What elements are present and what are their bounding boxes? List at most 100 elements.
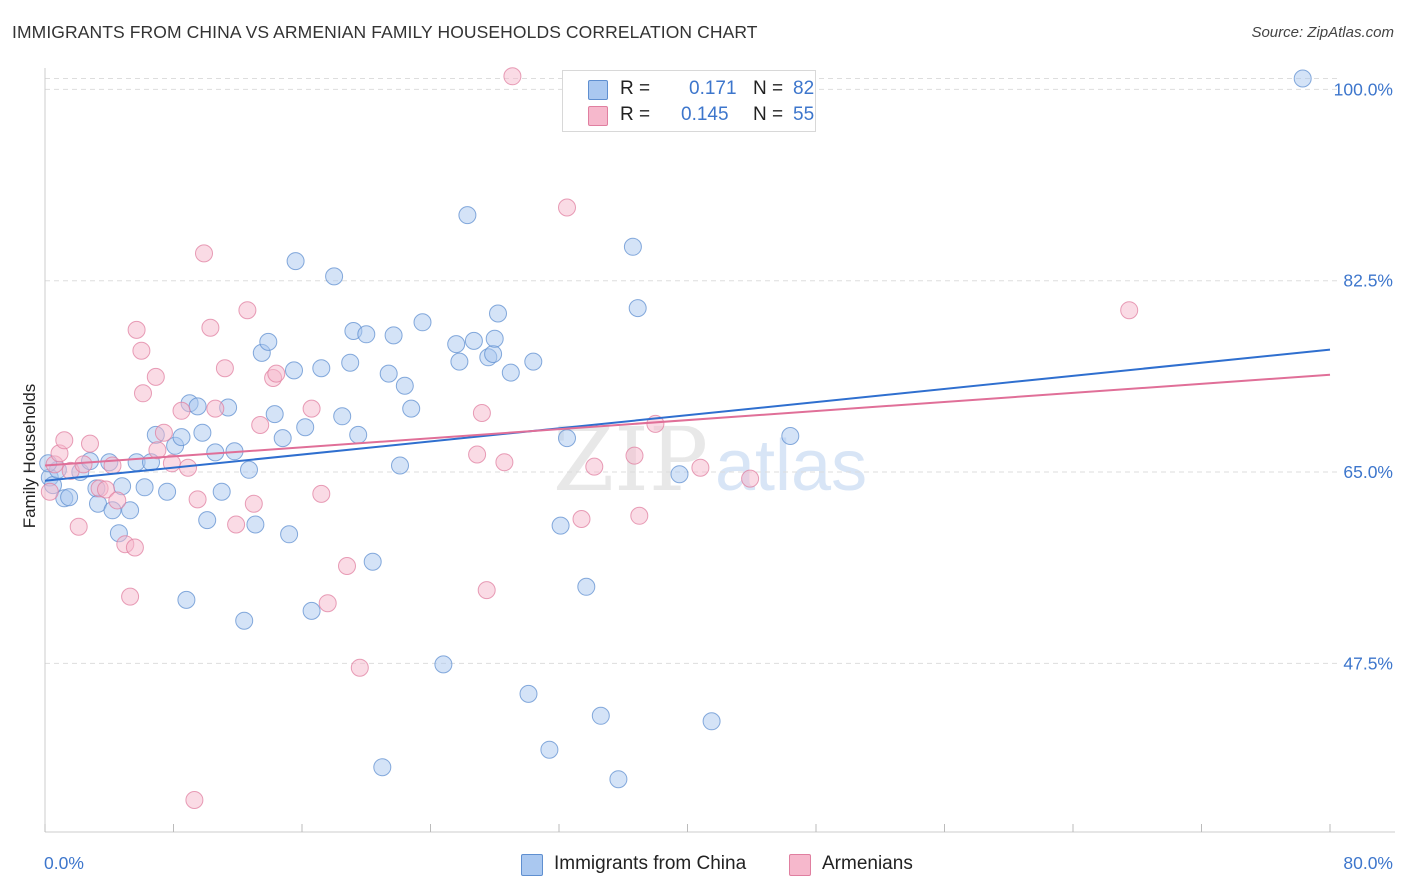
china-point: [670, 465, 689, 484]
y-tick-labels: 47.5% 65.0% 82.5% 100.0%: [1334, 79, 1393, 673]
china-point: [312, 359, 331, 378]
chart-title: IMMIGRANTS FROM CHINA VS ARMENIAN FAMILY…: [12, 22, 758, 42]
armenian-point: [206, 399, 225, 418]
china-point: [341, 353, 360, 372]
armenian-point: [267, 364, 286, 383]
china-point: [379, 364, 398, 383]
china-point: [558, 429, 576, 448]
armenian-point: [350, 658, 369, 677]
gridlines: [45, 78, 1338, 664]
r-value: 0.171: [689, 78, 737, 99]
china-point: [402, 399, 421, 418]
china-point: [485, 329, 504, 348]
china-point: [591, 706, 610, 725]
armenian-point: [572, 510, 591, 528]
armenian-point: [318, 594, 337, 613]
china-point: [280, 525, 299, 544]
china-point: [413, 313, 432, 332]
armenian-point: [148, 441, 167, 460]
armenian-point: [125, 538, 144, 557]
armenian-point: [691, 458, 710, 477]
china-point: [391, 456, 409, 475]
armenian-point: [97, 480, 115, 499]
armenian-point: [146, 367, 165, 386]
china-point: [188, 397, 207, 416]
china-point: [484, 345, 503, 363]
china-point: [198, 511, 217, 530]
armenian-point: [188, 490, 207, 509]
china-point: [349, 425, 368, 444]
y-tick-label: 65.0%: [1343, 462, 1393, 482]
china-point: [333, 407, 352, 426]
armenian-point: [172, 401, 191, 420]
armenian-point: [468, 445, 487, 464]
armenian-point: [625, 446, 644, 465]
y-tick-label: 47.5%: [1343, 653, 1393, 673]
armenian-point: [312, 484, 331, 503]
armenian-point: [132, 341, 151, 360]
china-point: [121, 501, 140, 520]
china-point: [325, 267, 344, 286]
china-point: [450, 352, 469, 371]
armenian-point: [195, 244, 213, 263]
china-point: [551, 516, 570, 535]
china-point: [373, 758, 392, 777]
armenian-point: [251, 416, 270, 434]
armenian-point: [302, 399, 321, 418]
china-point: [296, 418, 315, 437]
china-point: [302, 601, 321, 620]
source-credit: Source: ZipAtlas.com: [1251, 24, 1394, 41]
armenians-swatch: [588, 106, 608, 126]
series-armenians: [40, 67, 1139, 809]
china-point: [193, 423, 212, 442]
armenian-point: [127, 320, 146, 339]
china-point: [501, 363, 520, 382]
china-point: [235, 611, 254, 630]
r-value: 0.145: [681, 104, 729, 125]
armenian-point: [1120, 301, 1139, 320]
armenian-point: [472, 404, 491, 422]
armenian-point: [81, 434, 99, 453]
china-point: [212, 482, 231, 501]
y-tick-label: 100.0%: [1334, 79, 1393, 99]
china-point: [609, 770, 628, 789]
armenian-point: [134, 384, 152, 403]
armenians-swatch: [789, 854, 811, 876]
legend-label: Armenians: [822, 853, 913, 874]
china-point: [702, 712, 721, 731]
armenian-point: [244, 494, 263, 513]
n-label: N =: [753, 78, 784, 99]
series-legend: Immigrants from China Armenians: [0, 852, 1406, 878]
trend-lines: [44, 348, 1331, 482]
china-point: [458, 206, 477, 225]
china-point: [524, 352, 543, 371]
china-point: [265, 405, 284, 424]
china-point: [464, 331, 483, 350]
armenian-point: [495, 453, 514, 472]
n-label: N =: [753, 104, 784, 125]
armenian-point: [503, 67, 522, 86]
armenian-point: [477, 581, 496, 600]
armenian-point: [185, 791, 204, 809]
china-swatch: [521, 854, 543, 876]
china-point: [240, 460, 258, 479]
china-point: [489, 304, 507, 323]
china-point: [447, 335, 466, 354]
armenian-point: [154, 423, 173, 442]
armenian-point: [74, 455, 93, 474]
china-point: [286, 252, 305, 271]
x-tick-labels: 0.0% 80.0%: [44, 853, 1393, 873]
armenian-point: [585, 457, 604, 476]
china-point: [434, 655, 453, 674]
china-point: [273, 429, 292, 448]
china-point: [158, 482, 177, 501]
china-point: [628, 299, 647, 318]
china-point: [259, 332, 278, 351]
armenian-point: [741, 469, 760, 488]
zipatlas-watermark: ZIP atlas: [553, 408, 867, 511]
trend-line-armenians: [44, 373, 1331, 467]
r-label: R =: [620, 104, 651, 125]
china-point: [395, 376, 414, 395]
armenian-point: [558, 198, 576, 217]
